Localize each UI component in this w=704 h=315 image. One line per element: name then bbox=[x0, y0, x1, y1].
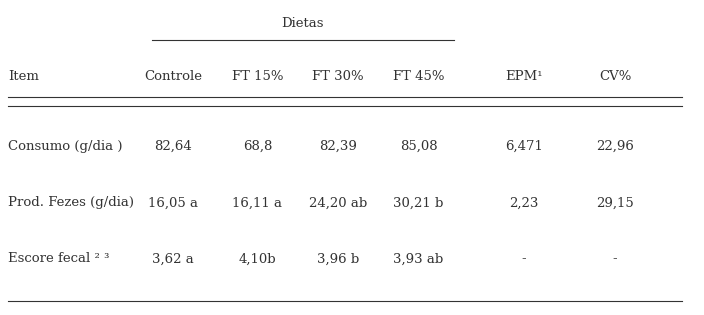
Text: Controle: Controle bbox=[144, 70, 202, 83]
Text: Escore fecal ² ³: Escore fecal ² ³ bbox=[8, 252, 110, 266]
Text: 3,62 a: 3,62 a bbox=[152, 252, 194, 266]
Text: 82,39: 82,39 bbox=[319, 140, 357, 153]
Text: Consumo (g/dia ): Consumo (g/dia ) bbox=[8, 140, 123, 153]
Text: 4,10b: 4,10b bbox=[239, 252, 276, 266]
Text: 85,08: 85,08 bbox=[400, 140, 437, 153]
Text: -: - bbox=[612, 252, 617, 266]
Text: Item: Item bbox=[8, 70, 39, 83]
Text: 82,64: 82,64 bbox=[154, 140, 192, 153]
Text: Dietas: Dietas bbox=[282, 17, 324, 30]
Text: 16,11 a: 16,11 a bbox=[232, 196, 282, 209]
Text: Prod. Fezes (g/dia): Prod. Fezes (g/dia) bbox=[8, 196, 134, 209]
Text: 30,21 b: 30,21 b bbox=[394, 196, 444, 209]
Text: 2,23: 2,23 bbox=[509, 196, 539, 209]
Text: 68,8: 68,8 bbox=[243, 140, 272, 153]
Text: 6,471: 6,471 bbox=[505, 140, 543, 153]
Text: EPM¹: EPM¹ bbox=[505, 70, 543, 83]
Text: 3,93 ab: 3,93 ab bbox=[394, 252, 444, 266]
Text: FT 45%: FT 45% bbox=[393, 70, 444, 83]
Text: 29,15: 29,15 bbox=[596, 196, 634, 209]
Text: -: - bbox=[522, 252, 526, 266]
Text: 3,96 b: 3,96 b bbox=[317, 252, 359, 266]
Text: CV%: CV% bbox=[599, 70, 631, 83]
Text: FT 30%: FT 30% bbox=[312, 70, 364, 83]
Text: 22,96: 22,96 bbox=[596, 140, 634, 153]
Text: 24,20 ab: 24,20 ab bbox=[309, 196, 367, 209]
Text: 16,05 a: 16,05 a bbox=[148, 196, 199, 209]
Text: FT 15%: FT 15% bbox=[232, 70, 283, 83]
